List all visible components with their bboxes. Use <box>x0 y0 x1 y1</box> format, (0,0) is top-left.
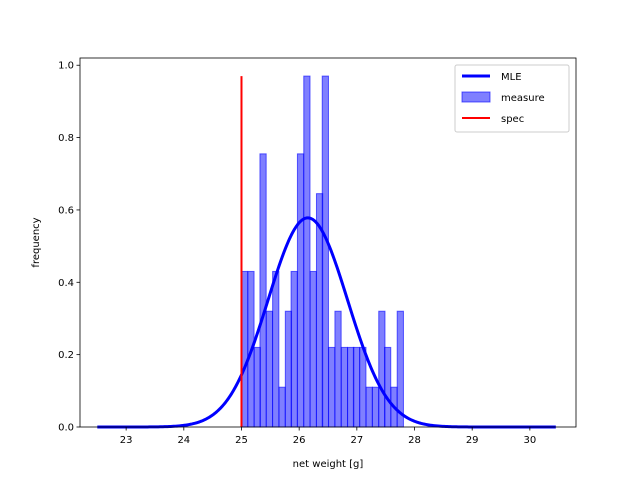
x-axis-label: net weight [g] <box>293 459 364 470</box>
x-tick-label: 29 <box>466 435 479 446</box>
histogram-bar <box>328 346 336 428</box>
histogram-bar <box>278 386 286 428</box>
axes-frame <box>79 57 577 428</box>
histogram-bar <box>352 346 361 428</box>
legend: MLE measure spec <box>454 64 570 133</box>
histogram-bar <box>290 270 298 428</box>
y-tick-label: 0.4 <box>58 278 74 289</box>
x-axis: 23 24 25 26 27 28 29 30 <box>120 427 536 446</box>
y-tick-label: 0.8 <box>58 133 74 144</box>
y-tick-label: 0.0 <box>58 423 74 434</box>
legend-spec-label: spec <box>501 114 524 125</box>
x-tick-label: 30 <box>523 435 536 446</box>
legend-box <box>454 64 570 133</box>
y-axis-label: frequency <box>31 217 42 267</box>
histogram-bar <box>384 346 392 428</box>
x-tick-label: 28 <box>408 435 421 446</box>
histogram-bar <box>359 346 367 428</box>
histogram-bar <box>296 153 305 428</box>
x-tick-label: 25 <box>235 435 248 446</box>
histogram-bar <box>259 153 267 428</box>
y-tick-label: 0.6 <box>58 205 74 216</box>
legend-mle-label: MLE <box>501 72 522 83</box>
histogram-bar <box>265 310 274 428</box>
histogram-bar <box>334 310 342 428</box>
x-tick-label: 27 <box>350 435 363 446</box>
histogram-bar <box>303 75 311 428</box>
histogram-bar <box>272 270 280 428</box>
y-tick-label: 1.0 <box>58 61 74 72</box>
histogram-bar <box>321 75 329 428</box>
histogram-bar <box>340 346 348 428</box>
y-tick-label: 0.2 <box>58 350 74 361</box>
histogram-bar <box>365 386 373 428</box>
histogram-bar <box>309 270 317 428</box>
x-tick-label: 23 <box>120 435 133 446</box>
x-tick-label: 26 <box>293 435 306 446</box>
y-axis: 0.0 0.2 0.4 0.6 0.8 1.0 <box>58 61 80 434</box>
legend-measure-label: measure <box>501 93 545 104</box>
x-tick-label: 24 <box>177 435 190 446</box>
histogram-bar <box>371 386 380 428</box>
legend-measure-swatch <box>461 91 491 103</box>
